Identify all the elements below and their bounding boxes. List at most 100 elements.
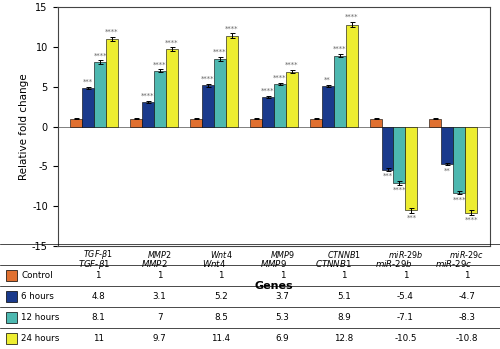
Text: -4.7: -4.7 <box>458 292 475 301</box>
Text: 6 hours: 6 hours <box>21 292 54 301</box>
Text: 1: 1 <box>96 271 101 280</box>
Bar <box>274 84 285 126</box>
Text: $\it{MMP2}$: $\it{MMP2}$ <box>147 249 172 260</box>
Bar <box>406 126 417 210</box>
Text: 5.2: 5.2 <box>214 292 228 301</box>
Bar <box>466 126 477 213</box>
Text: 24 hours: 24 hours <box>21 334 59 343</box>
Text: 1: 1 <box>464 271 469 280</box>
Text: 1: 1 <box>280 271 285 280</box>
Text: 11: 11 <box>92 334 104 343</box>
Text: -5.4: -5.4 <box>397 292 414 301</box>
Text: 5.3: 5.3 <box>276 313 289 322</box>
Bar <box>202 85 214 126</box>
Bar <box>310 119 322 126</box>
Bar <box>142 102 154 126</box>
Y-axis label: Relative fold change: Relative fold change <box>19 73 29 180</box>
Text: 8.1: 8.1 <box>92 313 105 322</box>
Bar <box>190 119 202 126</box>
Text: **: ** <box>324 77 331 83</box>
Bar <box>6 333 17 344</box>
Bar <box>442 126 454 164</box>
Bar <box>6 312 17 323</box>
Bar <box>106 39 118 126</box>
Text: -10.8: -10.8 <box>456 334 478 343</box>
Text: 5.1: 5.1 <box>337 292 351 301</box>
Bar <box>346 24 358 126</box>
Text: $\it{TGF}$-$\it{\beta1}$: $\it{TGF}$-$\it{\beta1}$ <box>78 258 110 271</box>
Bar <box>430 119 442 126</box>
Text: 1: 1 <box>157 271 162 280</box>
Text: $\it{MMP9}$: $\it{MMP9}$ <box>270 249 295 260</box>
Text: 8.9: 8.9 <box>337 313 351 322</box>
Text: Control: Control <box>21 271 52 280</box>
Bar <box>322 86 334 126</box>
Bar <box>334 55 345 126</box>
Text: 11.4: 11.4 <box>212 334 231 343</box>
Text: 9.7: 9.7 <box>153 334 166 343</box>
Text: ****: **** <box>333 46 346 52</box>
Bar <box>130 119 142 126</box>
Text: ****: **** <box>452 196 466 202</box>
Text: ****: **** <box>392 187 406 193</box>
Text: 7: 7 <box>157 313 162 322</box>
Text: 3.7: 3.7 <box>276 292 289 301</box>
Text: ***: *** <box>382 173 392 179</box>
Bar <box>262 97 274 126</box>
Text: -8.3: -8.3 <box>458 313 475 322</box>
Text: 4.8: 4.8 <box>92 292 105 301</box>
Bar <box>454 126 466 193</box>
Text: ****: **** <box>285 62 298 68</box>
Bar <box>286 72 298 126</box>
Bar <box>6 270 17 281</box>
Text: **: ** <box>444 168 451 173</box>
Text: 12.8: 12.8 <box>334 334 353 343</box>
Bar <box>214 59 226 126</box>
Text: ***: *** <box>406 215 416 221</box>
Text: ****: **** <box>201 76 214 82</box>
Text: 1: 1 <box>341 271 346 280</box>
Text: ****: **** <box>464 217 478 223</box>
Bar <box>394 126 406 183</box>
Text: ****: **** <box>213 49 226 55</box>
Text: 6.9: 6.9 <box>276 334 289 343</box>
Text: $\it{TGF}$-$\it{\beta1}$: $\it{TGF}$-$\it{\beta1}$ <box>83 248 113 261</box>
Text: ****: **** <box>94 52 107 58</box>
Text: -10.5: -10.5 <box>394 334 416 343</box>
Text: $\it{MMP9}$: $\it{MMP9}$ <box>260 258 287 269</box>
Bar <box>382 126 394 170</box>
Bar <box>94 62 106 126</box>
X-axis label: Genes: Genes <box>254 281 293 291</box>
Text: ****: **** <box>225 25 238 31</box>
Text: $\it{miR}$-$\it{29c}$: $\it{miR}$-$\it{29c}$ <box>434 258 472 269</box>
Text: ****: **** <box>165 39 178 45</box>
Bar <box>82 88 94 126</box>
Text: $\it{Wnt4}$: $\it{Wnt4}$ <box>210 249 233 260</box>
Text: $\it{miR}$-$\it{29b}$: $\it{miR}$-$\it{29b}$ <box>388 249 423 260</box>
Text: -7.1: -7.1 <box>397 313 414 322</box>
Text: $\it{miR}$-$\it{29c}$: $\it{miR}$-$\it{29c}$ <box>450 249 484 260</box>
Text: $\it{MMP2}$: $\it{MMP2}$ <box>140 258 168 269</box>
Text: $\it{Wnt4}$: $\it{Wnt4}$ <box>202 258 226 269</box>
Bar <box>154 71 166 126</box>
Bar <box>370 119 382 126</box>
Text: $\it{CTNNB1}$: $\it{CTNNB1}$ <box>327 249 361 260</box>
Bar <box>6 291 17 302</box>
Text: 1: 1 <box>218 271 224 280</box>
Text: ****: **** <box>142 93 155 99</box>
Bar <box>250 119 262 126</box>
Bar <box>166 49 178 126</box>
Text: ****: **** <box>273 75 286 81</box>
Text: $\it{CTNNB1}$: $\it{CTNNB1}$ <box>315 258 352 269</box>
Text: 3.1: 3.1 <box>153 292 166 301</box>
Text: 12 hours: 12 hours <box>21 313 59 322</box>
Text: ****: **** <box>345 14 358 20</box>
Text: 1: 1 <box>402 271 408 280</box>
Text: ****: **** <box>153 61 166 67</box>
Bar <box>226 36 238 126</box>
Text: ****: **** <box>106 29 119 35</box>
Bar <box>70 119 82 126</box>
Text: $\it{miR}$-$\it{29b}$: $\it{miR}$-$\it{29b}$ <box>374 258 412 269</box>
Text: ****: **** <box>261 88 274 94</box>
Text: 8.5: 8.5 <box>214 313 228 322</box>
